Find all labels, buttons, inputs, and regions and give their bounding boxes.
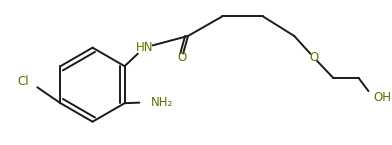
Text: O: O — [309, 51, 318, 64]
Text: HN: HN — [136, 41, 153, 54]
Text: OH: OH — [373, 91, 391, 104]
Text: NH₂: NH₂ — [151, 96, 173, 109]
Text: Cl: Cl — [18, 75, 29, 88]
Text: O: O — [178, 51, 187, 64]
